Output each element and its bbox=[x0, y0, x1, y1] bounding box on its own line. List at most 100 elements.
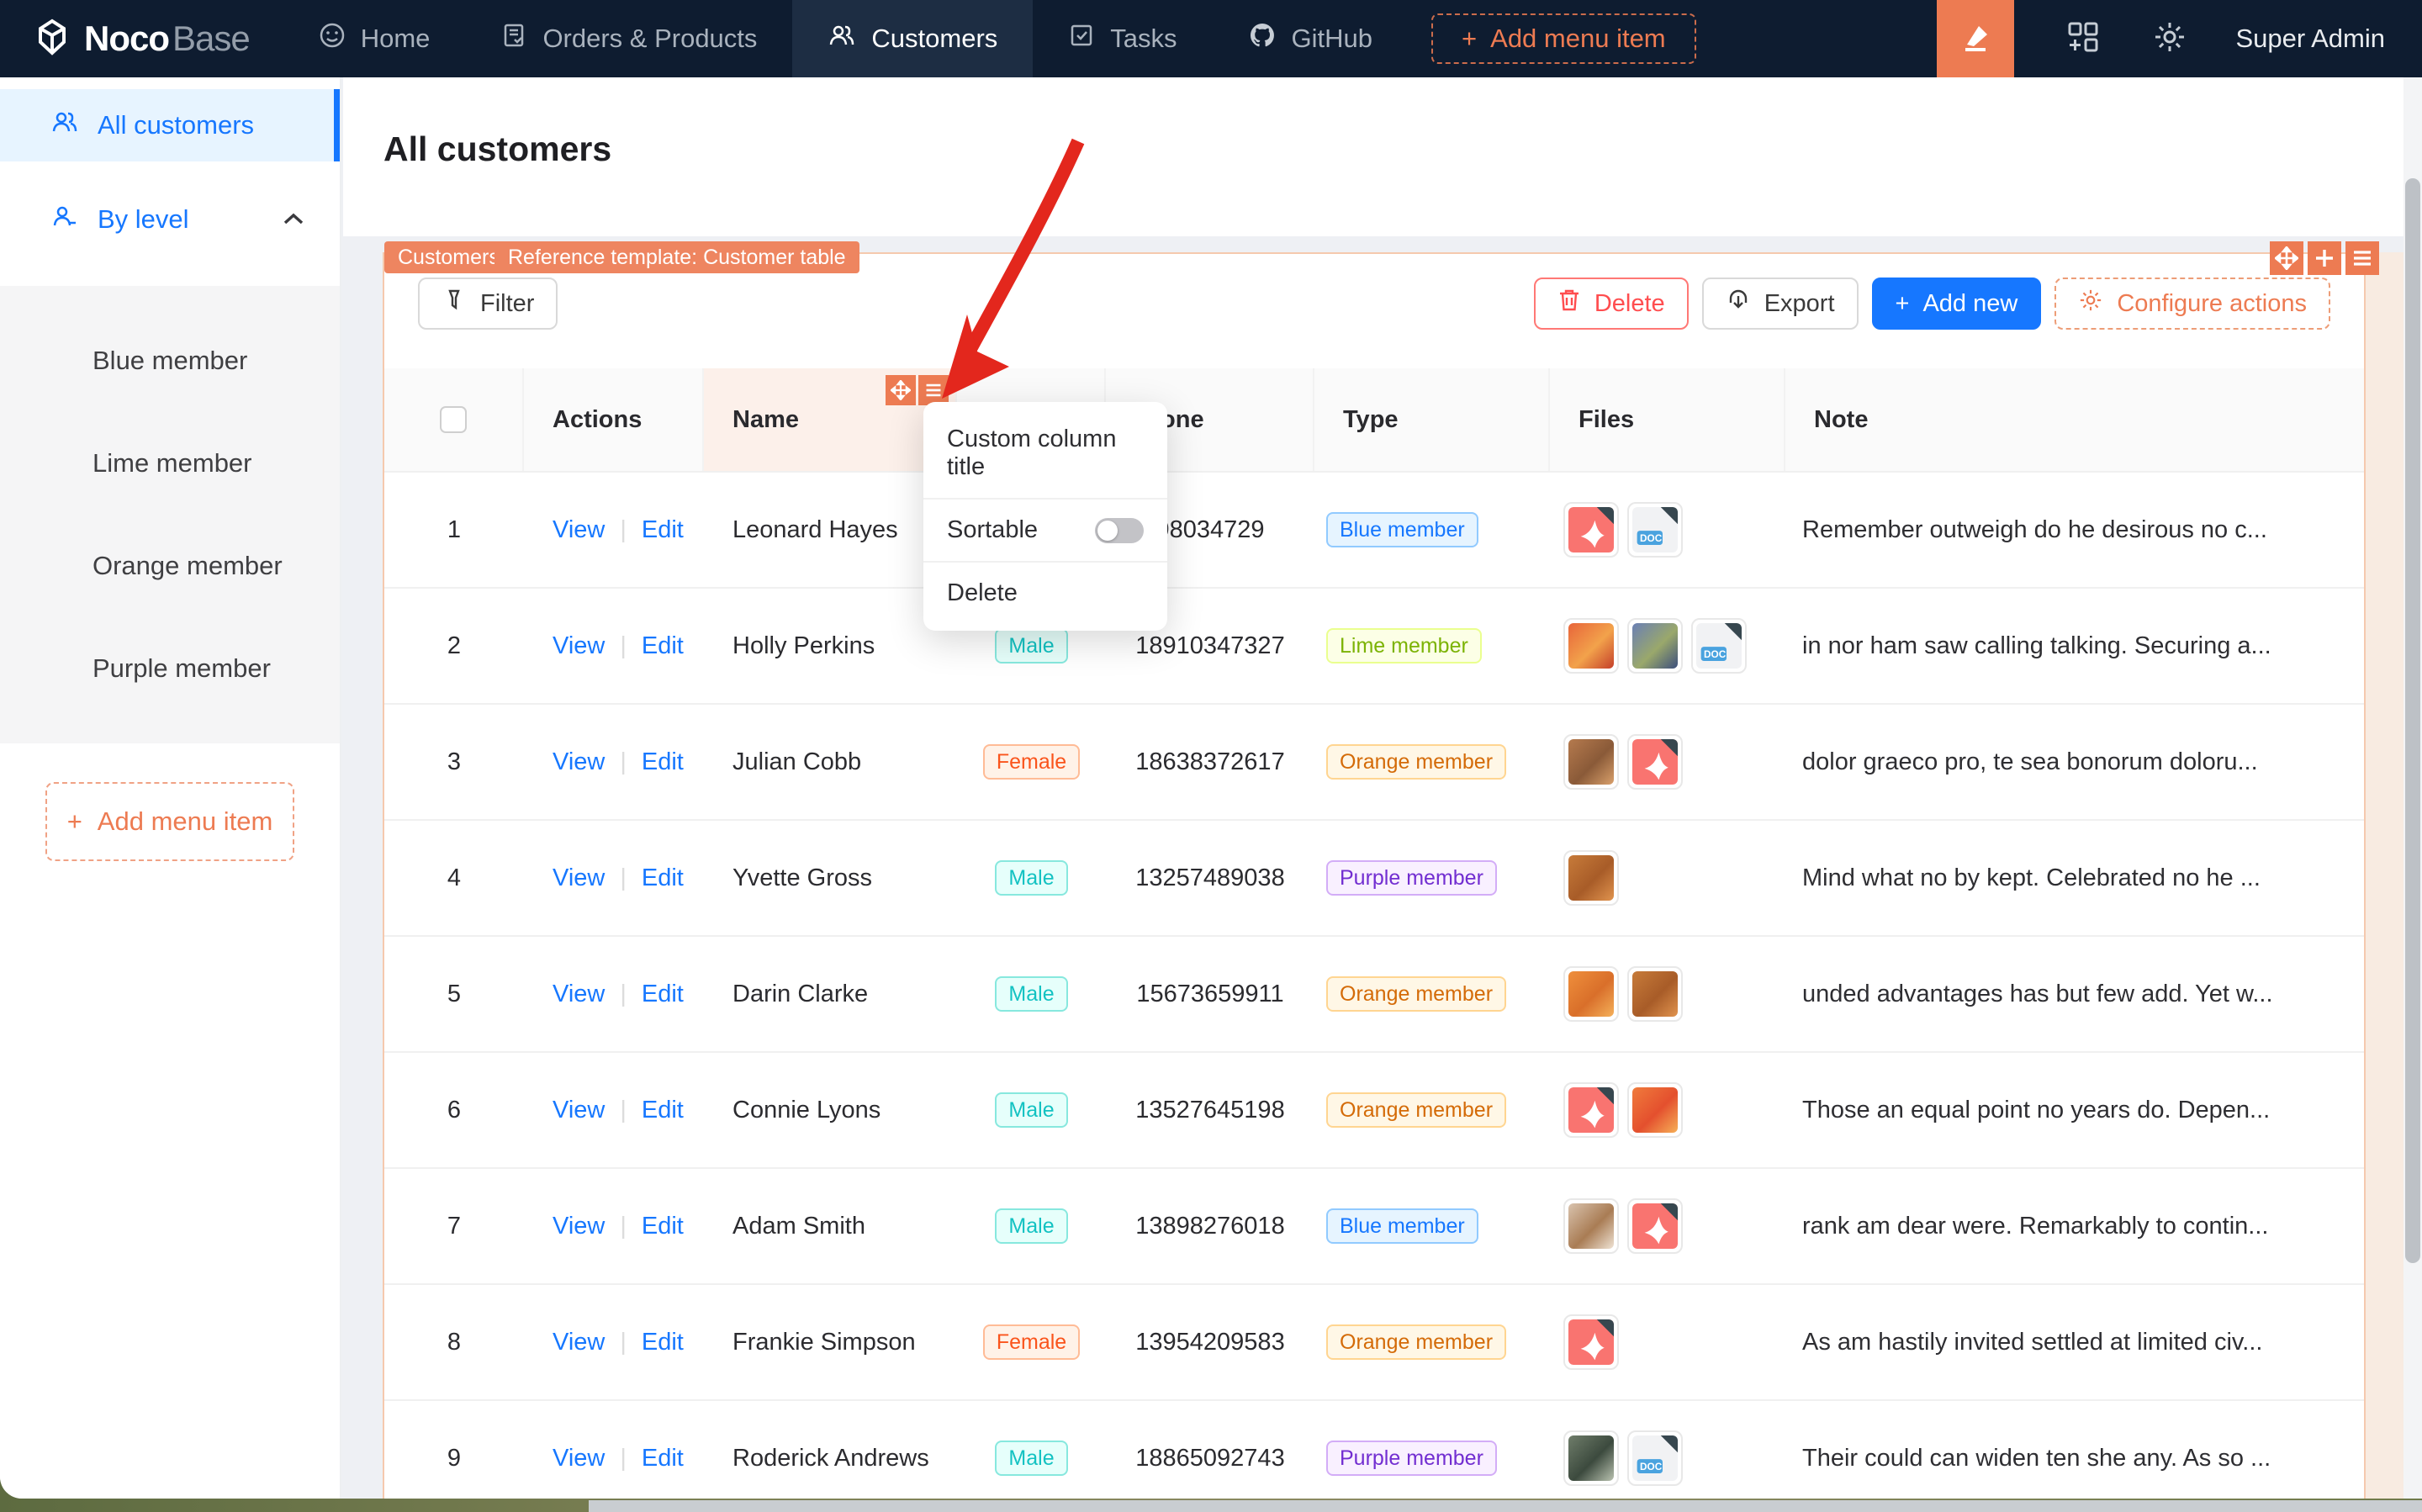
add-menu-item-label: Add menu item bbox=[1490, 24, 1666, 53]
doc-file-icon[interactable]: DOC bbox=[1627, 1430, 1683, 1486]
nav-item-customers[interactable]: Customers bbox=[792, 0, 1034, 77]
edit-link[interactable]: Edit bbox=[641, 632, 684, 659]
horizontal-scrollbar-thumb[interactable] bbox=[589, 1500, 2422, 1512]
menu-divider bbox=[923, 498, 1167, 500]
edit-link[interactable]: Edit bbox=[641, 980, 684, 1007]
menu-item-custom-column-title[interactable]: Custom column title bbox=[947, 426, 1117, 480]
edit-link[interactable]: Edit bbox=[641, 1328, 684, 1356]
view-link[interactable]: View bbox=[553, 748, 606, 775]
view-link[interactable]: View bbox=[553, 1212, 606, 1240]
edit-link[interactable]: Edit bbox=[641, 1212, 684, 1240]
table-row: 9 View | Edit Roderick Andrews Male 1886509274… bbox=[384, 1401, 2364, 1499]
select-all-checkbox[interactable] bbox=[440, 406, 467, 433]
gender-tag: Male bbox=[995, 1092, 1068, 1128]
nav-item-github[interactable]: GitHub bbox=[1213, 0, 1408, 77]
doc-file-icon[interactable]: DOC bbox=[1691, 618, 1747, 674]
link-separator: | bbox=[620, 864, 627, 891]
sidebar-add-menu-item-button[interactable]: + Add menu item bbox=[45, 782, 294, 861]
pdf-file-icon[interactable] bbox=[1563, 1082, 1619, 1138]
delete-button[interactable]: Delete bbox=[1533, 278, 1689, 330]
svg-text:DOC: DOC bbox=[1640, 532, 1663, 544]
settings-gear-icon[interactable] bbox=[2152, 19, 2187, 59]
edit-link[interactable]: Edit bbox=[641, 515, 684, 543]
storefront-thumbnail[interactable] bbox=[1563, 1430, 1619, 1486]
table-header-row: Actions Name Phone Type Files Note bbox=[384, 368, 2364, 473]
page-title: All customers bbox=[383, 130, 612, 168]
vertical-scrollbar[interactable] bbox=[2403, 77, 2422, 1499]
nav-item-tasks[interactable]: Tasks bbox=[1033, 0, 1212, 77]
gender-tag: Male bbox=[995, 628, 1068, 663]
row-index-cell: 8 bbox=[447, 1328, 462, 1356]
row-type-cell: Orange member bbox=[1314, 744, 1550, 780]
view-link[interactable]: View bbox=[553, 1096, 606, 1123]
configure-actions-button[interactable]: Configure actions bbox=[2054, 278, 2330, 330]
chevron-up-icon[interactable] bbox=[281, 204, 306, 235]
view-link[interactable]: View bbox=[553, 864, 606, 891]
ui-editor-button[interactable] bbox=[1936, 0, 2014, 77]
row-files-cell bbox=[1550, 1082, 1785, 1138]
view-link[interactable]: View bbox=[553, 515, 606, 543]
pdf-file-icon[interactable] bbox=[1627, 1198, 1683, 1254]
pdf-file-icon[interactable] bbox=[1563, 502, 1619, 558]
pdf-file-icon[interactable] bbox=[1627, 734, 1683, 790]
top-navbar: Noco Base Home Orders & Products Custome… bbox=[0, 0, 2422, 77]
gender-tag: Male bbox=[995, 976, 1068, 1012]
nav-item-orders-products[interactable]: Orders & Products bbox=[465, 0, 792, 77]
table-row: 6 View | Edit Connie Lyons Male 13527645198 Ora… bbox=[384, 1053, 2364, 1169]
column-menu-icon[interactable] bbox=[918, 375, 949, 405]
orange-fruit-thumbnail[interactable] bbox=[1627, 1082, 1683, 1138]
edit-link[interactable]: Edit bbox=[641, 864, 684, 891]
plugin-manager-icon[interactable] bbox=[2066, 20, 2100, 58]
navbar-right-cluster: Super Admin bbox=[1936, 0, 2422, 77]
sidebar-item-blue-member[interactable]: Blue member bbox=[93, 346, 248, 375]
pumpkins-thumbnail[interactable] bbox=[1563, 850, 1619, 906]
filter-button[interactable]: Filter bbox=[418, 278, 558, 330]
edit-link[interactable]: Edit bbox=[641, 1096, 684, 1123]
drag-handle-icon[interactable] bbox=[2270, 241, 2303, 275]
nocobase-cube-icon bbox=[32, 17, 72, 61]
user-menu[interactable]: Super Admin bbox=[2235, 24, 2386, 53]
sidebar-item-by-level[interactable]: By level bbox=[0, 183, 340, 256]
row-files-cell bbox=[1550, 1198, 1785, 1254]
red-fruit-thumbnail[interactable] bbox=[1563, 618, 1619, 674]
menu-item-delete[interactable]: Delete bbox=[947, 579, 1018, 606]
sidebar-item-label: All customers bbox=[98, 110, 255, 140]
table-row: 1 View | Edit Leonard Hayes 98034729 Blue memb… bbox=[384, 473, 2364, 589]
add-block-icon[interactable] bbox=[2308, 241, 2341, 275]
food-platter-thumbnail[interactable] bbox=[1563, 734, 1619, 790]
pdf-file-icon[interactable] bbox=[1563, 1314, 1619, 1370]
menu-item-sortable[interactable]: Sortable bbox=[923, 500, 1167, 561]
view-link[interactable]: View bbox=[553, 980, 606, 1007]
oranges-thumbnail[interactable] bbox=[1563, 966, 1619, 1022]
edit-link[interactable]: Edit bbox=[641, 1444, 684, 1472]
sortable-toggle-off[interactable] bbox=[1095, 517, 1144, 543]
pumpkins-thumbnail[interactable] bbox=[1627, 966, 1683, 1022]
table-row: 8 View | Edit Frankie Simpson Female 139542095… bbox=[384, 1285, 2364, 1401]
column-drag-icon[interactable] bbox=[886, 375, 916, 405]
view-link[interactable]: View bbox=[553, 1444, 606, 1472]
export-button[interactable]: Export bbox=[1701, 278, 1859, 330]
doc-file-icon[interactable]: DOC bbox=[1627, 502, 1683, 558]
blue-flowers-thumbnail[interactable] bbox=[1627, 618, 1683, 674]
header-actions: Actions bbox=[524, 368, 704, 471]
row-type-cell: Purple member bbox=[1314, 860, 1550, 896]
row-phone-cell: 13527645198 bbox=[1135, 1096, 1285, 1123]
nav-item-home[interactable]: Home bbox=[283, 0, 466, 77]
customers-icon bbox=[828, 22, 856, 56]
row-actions-cell: View | Edit bbox=[524, 516, 704, 544]
coffee-thumbnail[interactable] bbox=[1563, 1198, 1619, 1254]
plus-icon: + bbox=[1895, 289, 1910, 317]
nocobase-logo[interactable]: Noco Base bbox=[0, 17, 283, 61]
view-link[interactable]: View bbox=[553, 632, 606, 659]
sidebar-item-lime-member[interactable]: Lime member bbox=[93, 448, 252, 478]
sidebar-item-purple-member[interactable]: Purple member bbox=[93, 653, 271, 683]
block-menu-icon[interactable] bbox=[2345, 241, 2379, 275]
vertical-scrollbar-thumb[interactable] bbox=[2405, 178, 2420, 1263]
sidebar-item-all-customers[interactable]: All customers bbox=[0, 89, 340, 161]
sidebar-item-orange-member[interactable]: Orange member bbox=[93, 551, 283, 580]
row-type-cell: Blue member bbox=[1314, 1208, 1550, 1244]
navbar-add-menu-item-button[interactable]: + Add menu item bbox=[1431, 13, 1696, 64]
view-link[interactable]: View bbox=[553, 1328, 606, 1356]
add-new-button[interactable]: + Add new bbox=[1871, 278, 2042, 330]
edit-link[interactable]: Edit bbox=[641, 748, 684, 775]
